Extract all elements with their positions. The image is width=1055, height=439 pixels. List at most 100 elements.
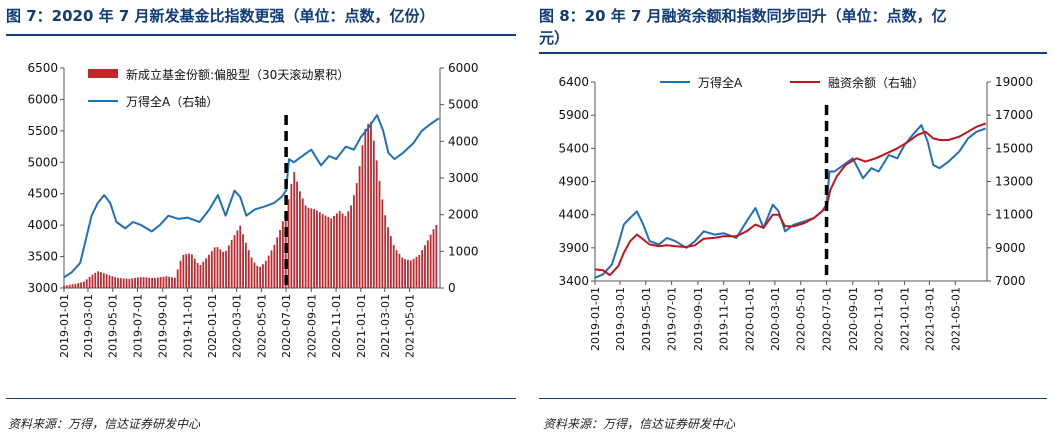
x-tick-label: 2020-09-01 bbox=[305, 294, 318, 358]
bar bbox=[338, 211, 341, 288]
bar bbox=[370, 122, 372, 288]
bar bbox=[91, 274, 94, 288]
bar bbox=[68, 284, 71, 288]
bar bbox=[304, 205, 307, 288]
bar bbox=[435, 225, 438, 288]
bar bbox=[253, 262, 256, 288]
x-tick-label: 2019-09-01 bbox=[692, 287, 705, 351]
left-tick-label: 3900 bbox=[558, 241, 589, 255]
bar bbox=[102, 273, 105, 288]
bar bbox=[191, 254, 193, 288]
series-line-1 bbox=[594, 122, 987, 277]
bar bbox=[412, 258, 415, 288]
bar bbox=[213, 247, 216, 288]
bar bbox=[122, 278, 125, 288]
bar bbox=[199, 265, 202, 288]
figure-7-title-rule bbox=[6, 34, 516, 36]
legend-label: 新成立基金份额:偏股型（30天滚动累积） bbox=[126, 67, 349, 82]
bar bbox=[128, 278, 131, 288]
bar bbox=[247, 250, 250, 288]
right-tick-label: 9000 bbox=[995, 241, 1026, 255]
bar bbox=[236, 230, 239, 288]
x-tick-label: 2021-03-01 bbox=[923, 287, 936, 351]
bar bbox=[389, 236, 392, 288]
x-tick-label: 2021-03-01 bbox=[379, 294, 392, 358]
left-tick-label: 5900 bbox=[558, 108, 589, 122]
bar bbox=[219, 249, 222, 288]
right-tick-label: 17000 bbox=[995, 108, 1033, 122]
bar bbox=[293, 172, 296, 288]
bar bbox=[193, 258, 196, 288]
bar bbox=[424, 245, 426, 288]
bar bbox=[409, 260, 412, 288]
x-tick-label: 2019-03-01 bbox=[614, 287, 627, 351]
figure-7-panel: 图 7：2020 年 7 月新发基金比指数更强（单位：点数，亿份） 3000 35… bbox=[0, 0, 525, 439]
bar bbox=[210, 251, 213, 288]
bar bbox=[264, 260, 267, 288]
x-tick-label: 2019-11-01 bbox=[181, 294, 194, 358]
bar bbox=[233, 235, 236, 288]
bar bbox=[355, 183, 358, 288]
x-tick-label: 2020-03-01 bbox=[231, 294, 244, 358]
figure-8-source: 资料来源：万得，信达证券研发中心 bbox=[543, 417, 736, 431]
bar bbox=[173, 277, 176, 288]
left-tick-label: 6000 bbox=[27, 92, 58, 106]
bar bbox=[182, 254, 185, 288]
bar bbox=[401, 257, 404, 288]
bar bbox=[245, 242, 247, 288]
bar bbox=[341, 213, 344, 288]
right-tick-label: 4000 bbox=[448, 134, 479, 148]
bar bbox=[333, 215, 335, 288]
bar bbox=[347, 211, 350, 288]
x-tick-label: 2020-07-01 bbox=[821, 287, 834, 351]
x-tick-label: 2020-05-01 bbox=[795, 287, 808, 351]
bar bbox=[137, 277, 139, 288]
bar bbox=[80, 282, 82, 288]
left-tick-label: 4400 bbox=[558, 208, 589, 222]
x-tick-label: 2019-05-01 bbox=[107, 294, 120, 358]
bar bbox=[145, 277, 148, 288]
right-tick-label: 1000 bbox=[448, 244, 479, 258]
legend-label: 万得全A bbox=[698, 75, 743, 90]
bar bbox=[432, 229, 435, 288]
figure-8-title-line1: 图 8：20 年 7 月融资余额和指数同步回升（单位：点数，亿 bbox=[539, 7, 947, 25]
bar bbox=[404, 259, 406, 288]
legend-label: 融资余额（右轴） bbox=[828, 75, 924, 90]
bar bbox=[290, 183, 293, 288]
bar bbox=[239, 225, 242, 288]
x-tick-label: 2020-07-01 bbox=[280, 294, 293, 358]
bar bbox=[372, 140, 375, 288]
right-tick-label: 2000 bbox=[448, 208, 479, 222]
bar bbox=[139, 277, 142, 288]
right-tick-label: 7000 bbox=[995, 274, 1026, 288]
bar bbox=[358, 166, 361, 288]
x-tick-label: 2019-01-01 bbox=[58, 294, 71, 358]
bar bbox=[378, 180, 381, 288]
bar bbox=[168, 276, 171, 288]
bar bbox=[259, 266, 262, 288]
x-tick-label: 2020-01-01 bbox=[206, 294, 219, 358]
figure-8-panel: 图 8：20 年 7 月融资余额和指数同步回升（单位：点数，亿 元） 3400 3… bbox=[535, 0, 1055, 439]
bar bbox=[324, 215, 327, 288]
bar bbox=[148, 277, 151, 288]
bar bbox=[313, 208, 316, 288]
bar bbox=[299, 191, 301, 288]
left-tick-label: 5500 bbox=[27, 124, 58, 138]
right-tick-label: 0 bbox=[448, 281, 456, 295]
bar bbox=[415, 256, 418, 288]
bar bbox=[162, 276, 165, 288]
x-tick-label: 2021-05-01 bbox=[404, 294, 417, 358]
bar bbox=[165, 276, 168, 288]
left-tick-label: 5000 bbox=[27, 155, 58, 169]
bar bbox=[242, 234, 244, 288]
bar bbox=[179, 260, 182, 288]
bar bbox=[202, 261, 205, 288]
right-tick-label: 15000 bbox=[995, 141, 1033, 155]
bar bbox=[316, 210, 318, 288]
x-tick-label: 2020-09-01 bbox=[847, 287, 860, 351]
bar bbox=[111, 276, 114, 288]
bar bbox=[398, 253, 401, 288]
bar bbox=[276, 237, 279, 288]
bar bbox=[353, 195, 355, 288]
bar bbox=[364, 128, 367, 288]
